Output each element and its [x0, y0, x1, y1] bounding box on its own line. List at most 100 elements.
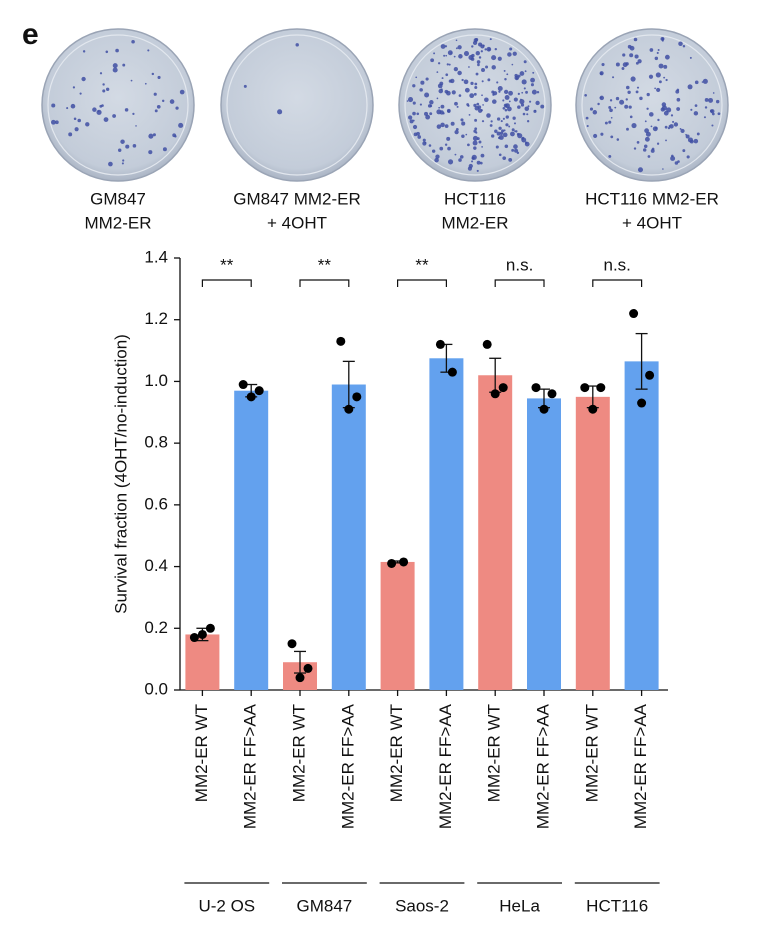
plate-rim: [226, 34, 368, 176]
colony: [437, 83, 443, 89]
colony: [629, 53, 634, 58]
colony: [512, 116, 516, 120]
colony: [609, 99, 613, 102]
colony: [467, 143, 470, 147]
bar: [234, 390, 269, 690]
colony: [498, 90, 501, 93]
colony: [649, 48, 654, 52]
colony: [712, 92, 715, 94]
colony: [92, 107, 97, 112]
colony: [609, 108, 613, 113]
colony: [668, 125, 671, 128]
colony: [496, 131, 501, 136]
colony: [102, 89, 106, 93]
colony: [508, 100, 511, 103]
colony: [408, 115, 413, 120]
colony: [455, 127, 459, 131]
colony: [500, 120, 503, 123]
x-tick-label: MM2-ER FF>AA: [436, 703, 455, 829]
colony: [495, 145, 499, 149]
colony: [122, 63, 126, 67]
colony: [694, 104, 698, 108]
colony: [484, 48, 487, 51]
colony: [502, 99, 505, 102]
data-point: [399, 557, 409, 567]
colony: [514, 75, 520, 81]
significance-label: **: [220, 255, 234, 274]
colony: [446, 63, 449, 66]
colony: [463, 79, 469, 85]
colony: [461, 134, 465, 138]
colony: [439, 146, 444, 151]
colony: [102, 83, 105, 86]
colony: [498, 153, 502, 157]
colony: [454, 129, 459, 135]
colony: [419, 88, 423, 92]
colony: [445, 54, 448, 57]
colony: [108, 161, 113, 167]
colony: [599, 96, 602, 99]
colony: [604, 121, 608, 125]
plate: [220, 28, 374, 182]
colony: [82, 50, 86, 53]
colony: [669, 124, 674, 129]
colony: [608, 120, 612, 124]
significance-label: **: [318, 255, 332, 274]
colony: [504, 144, 509, 149]
colony: [420, 80, 425, 85]
plates: GM847 MM2-ER GM847 MM2-ER + 4OHT HCT116 MM2-E…: [41, 28, 729, 232]
colony: [693, 111, 699, 116]
colony: [509, 47, 513, 51]
colony: [584, 93, 587, 97]
colony: [457, 70, 462, 76]
colony: [72, 86, 76, 89]
colony: [424, 92, 430, 98]
bar: [575, 396, 610, 690]
colony: [622, 62, 628, 68]
colony: [450, 78, 455, 84]
colony: [151, 72, 155, 76]
colony: [468, 113, 471, 116]
colony: [523, 60, 527, 64]
colony: [635, 61, 639, 65]
colony: [673, 122, 679, 127]
colony: [644, 128, 650, 134]
colony: [493, 91, 498, 96]
colony: [481, 120, 485, 123]
colony: [468, 66, 470, 68]
colony: [461, 121, 466, 126]
colony: [440, 104, 445, 109]
colony: [429, 100, 434, 105]
colony: [480, 50, 483, 53]
colony: [689, 139, 694, 144]
colony: [156, 104, 161, 109]
colony: [491, 134, 495, 138]
colony: [79, 92, 82, 95]
colony: [516, 151, 520, 155]
colony: [436, 97, 439, 100]
colony: [636, 141, 640, 144]
colony: [456, 105, 459, 108]
colony: [444, 143, 448, 146]
colony: [112, 114, 116, 118]
colony: [477, 63, 480, 67]
y-tick-label: 0.0: [144, 679, 168, 698]
data-point: [435, 339, 445, 349]
colony: [153, 92, 157, 96]
colony: [633, 147, 637, 150]
colony: [540, 104, 545, 109]
colony: [451, 90, 456, 95]
colony: [517, 92, 520, 96]
colony: [615, 96, 620, 101]
colony: [682, 149, 686, 153]
data-point: [531, 383, 541, 393]
colony: [502, 117, 505, 120]
colony: [484, 97, 489, 103]
colony: [690, 108, 693, 111]
colony: [661, 37, 665, 41]
colony: [415, 76, 418, 79]
colony: [427, 104, 432, 108]
colony: [447, 50, 453, 56]
colony: [492, 99, 497, 104]
